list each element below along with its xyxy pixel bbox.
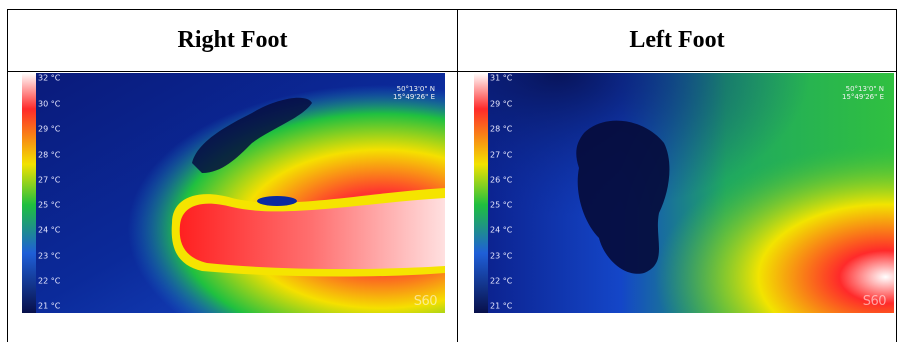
header-left-foot: Left Foot (629, 26, 725, 53)
latitude: 50°13'0" N (396, 85, 435, 93)
gps-coordinates: 50°13'0" N 15°49'26" E (393, 85, 435, 101)
longitude: 15°49'26" E (392, 93, 435, 101)
scale-label: 23 °C (38, 251, 61, 261)
table-border-right (896, 9, 897, 342)
table-border-left (7, 9, 8, 342)
scale-label: 26 °C (490, 175, 513, 185)
scale-label: 25 °C (490, 200, 513, 210)
scale-label: 24 °C (38, 225, 61, 235)
scale-label: 25 °C (38, 200, 61, 210)
latitude: 50°13'0" N (845, 85, 884, 93)
temperature-scale-labels: 32 °C 30 °C 29 °C 28 °C 27 °C 25 °C 24 °… (36, 73, 66, 313)
scale-label: 30 °C (38, 99, 61, 109)
gps-coordinates: 50°13'0" N 15°49'26" E (842, 85, 884, 101)
camera-logo: S60 (862, 294, 887, 309)
temperature-scale-bar (22, 73, 36, 313)
camera-logo: S60 (413, 294, 438, 309)
scale-label: 22 °C (490, 276, 513, 286)
scale-label: 21 °C (490, 301, 513, 311)
temperature-scale-labels: 31 °C 29 °C 28 °C 27 °C 26 °C 25 °C 24 °… (488, 73, 518, 313)
longitude: 15°49'26" E (841, 93, 884, 101)
scale-label: 31 °C (490, 73, 513, 83)
temperature-scale-bar (474, 73, 488, 313)
scale-label: 27 °C (490, 150, 513, 160)
scale-label: 21 °C (38, 301, 61, 311)
scale-label: 28 °C (490, 124, 513, 134)
column-divider (457, 9, 458, 342)
scale-label: 22 °C (38, 276, 61, 286)
scale-label: 32 °C (38, 73, 61, 83)
table-border-top (7, 9, 897, 10)
header-right-foot: Right Foot (177, 26, 288, 53)
scale-label: 24 °C (490, 225, 513, 235)
thermal-image-right-foot: 32 °C 30 °C 29 °C 28 °C 27 °C 25 °C 24 °… (22, 73, 445, 313)
thermal-image-left-foot: 31 °C 29 °C 28 °C 27 °C 26 °C 25 °C 24 °… (474, 73, 894, 313)
scale-label: 28 °C (38, 150, 61, 160)
scale-label: 29 °C (38, 124, 61, 134)
scale-label: 29 °C (490, 99, 513, 109)
header-divider (7, 71, 897, 72)
scale-label: 27 °C (38, 175, 61, 185)
scale-label: 23 °C (490, 251, 513, 261)
